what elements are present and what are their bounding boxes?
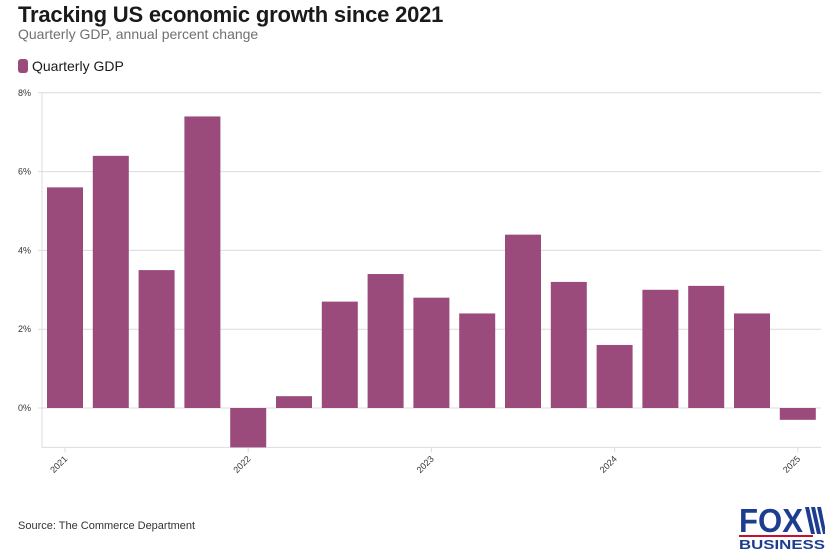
legend-swatch bbox=[18, 59, 28, 73]
chart-title: Tracking US economic growth since 2021 bbox=[18, 2, 444, 27]
y-tick-label: 0% bbox=[18, 403, 31, 413]
legend: Quarterly GDP bbox=[18, 58, 124, 74]
logo-business-text: BUSINESS bbox=[739, 537, 825, 549]
x-tick-label: 2023 bbox=[415, 454, 436, 475]
x-tick-label: 2024 bbox=[598, 454, 619, 475]
bar-2024-q3 bbox=[688, 285, 725, 408]
bar-2021-q4 bbox=[184, 116, 221, 408]
x-tick-label: 2021 bbox=[48, 454, 69, 475]
y-tick-label: 6% bbox=[18, 167, 31, 177]
bar-2025-q1 bbox=[779, 408, 816, 420]
x-tick-label: 2025 bbox=[781, 454, 802, 475]
bar-2023-q3 bbox=[505, 234, 541, 408]
bar-2021-q2 bbox=[92, 155, 129, 408]
bar-2024-q1 bbox=[596, 344, 633, 408]
logo-slashes-icon bbox=[805, 507, 825, 534]
bar-2022-q3 bbox=[321, 301, 358, 408]
bar-2022-q4 bbox=[367, 274, 404, 408]
bar-2021-q1 bbox=[47, 187, 83, 408]
fox-business-logo: FOX BUSINESS bbox=[739, 503, 825, 549]
bar-2022-q2 bbox=[276, 396, 312, 408]
legend-label: Quarterly GDP bbox=[32, 58, 124, 74]
y-tick-label: 2% bbox=[18, 324, 31, 334]
bar-2023-q1 bbox=[413, 297, 450, 408]
bar-2024-q4 bbox=[734, 313, 770, 408]
logo-fox-text: FOX bbox=[739, 503, 803, 539]
source-note: Source: The Commerce Department bbox=[18, 520, 196, 532]
bar-2023-q4 bbox=[550, 281, 587, 408]
logo-stripe bbox=[739, 535, 813, 537]
bar-chart: 0% 2% 4% 6% 8% 2021 2022 2023 2024 2025 bbox=[18, 88, 821, 475]
y-tick-label: 8% bbox=[18, 88, 31, 98]
chart-subtitle: Quarterly GDP, annual percent change bbox=[18, 26, 259, 42]
bar-2021-q3 bbox=[138, 270, 175, 408]
bar-2023-q2 bbox=[459, 313, 496, 408]
bar-2022-q1 bbox=[230, 408, 267, 448]
y-tick-label: 4% bbox=[18, 245, 31, 255]
bar-2024-q2 bbox=[642, 289, 679, 408]
x-tick-label: 2022 bbox=[231, 454, 252, 475]
